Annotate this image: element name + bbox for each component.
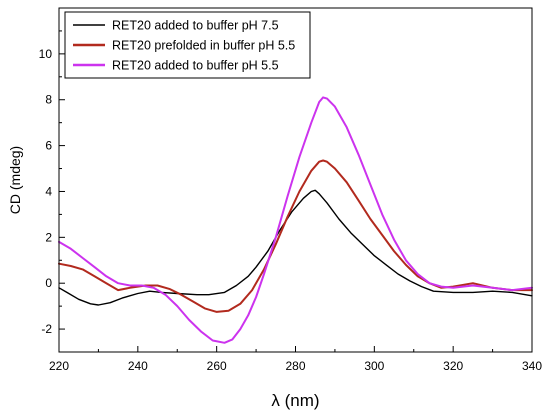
series-line-3 xyxy=(58,96,533,344)
x-tick-label-260: 260 xyxy=(207,359,227,373)
legend: RET20 added to buffer pH 7.5 RET20 prefol… xyxy=(64,11,311,79)
x-tick-label-340: 340 xyxy=(522,359,542,373)
legend-label-2: RET20 prefolded in buffer pH 5.5 xyxy=(112,39,295,53)
y-tick-label-10: 10 xyxy=(39,47,53,61)
y-tick-label-4: 4 xyxy=(45,184,52,198)
y-tick-label-0: 0 xyxy=(45,276,52,290)
y-axis-title: CD (mdeg) xyxy=(7,146,23,214)
y-tick-label--2: -2 xyxy=(41,322,52,336)
x-tick-label-320: 320 xyxy=(443,359,463,373)
legend-label-3: RET20 added to buffer pH 5.5 xyxy=(112,59,279,73)
x-tick-label-240: 240 xyxy=(128,359,148,373)
x-tick-label-220: 220 xyxy=(49,359,69,373)
axes: 220 240 260 280 300 320 340 -2 0 2 4 6 8 10 λ (nm) CD (… xyxy=(7,7,542,410)
series-line-2 xyxy=(58,159,533,313)
legend-box xyxy=(64,11,311,79)
plot-layer xyxy=(58,96,533,344)
y-tick-label-6: 6 xyxy=(45,139,52,153)
legend-label-1: RET20 added to buffer pH 7.5 xyxy=(112,19,279,33)
x-axis-title: λ (nm) xyxy=(271,391,319,410)
x-tick-label-280: 280 xyxy=(285,359,305,373)
y-tick-label-2: 2 xyxy=(45,230,52,244)
x-tick-label-300: 300 xyxy=(364,359,384,373)
series-line-1 xyxy=(58,189,533,306)
y-tick-label-8: 8 xyxy=(45,93,52,107)
